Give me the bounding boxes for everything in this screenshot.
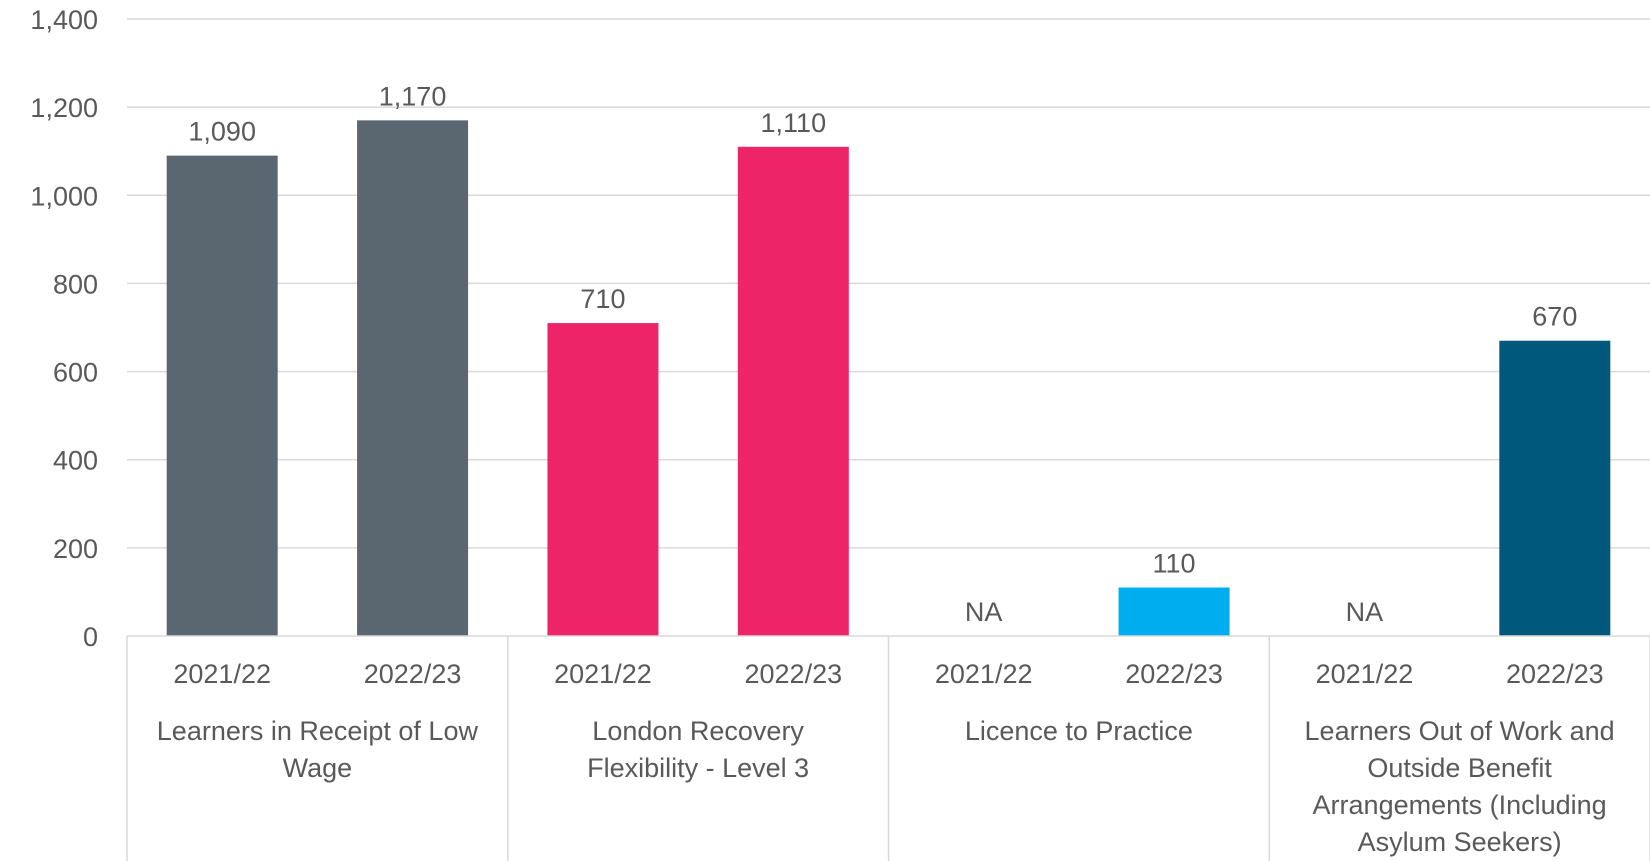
data-label: 110 xyxy=(1153,549,1196,579)
bar xyxy=(1118,587,1230,636)
x-tick-label: 2022/23 xyxy=(1506,659,1604,689)
data-label: 1,110 xyxy=(761,108,827,138)
x-tick-label: 2022/23 xyxy=(745,659,843,689)
bar xyxy=(737,146,849,637)
y-tick-label: 400 xyxy=(53,446,98,476)
x-tick-label: 2021/22 xyxy=(935,659,1033,689)
bar xyxy=(547,323,659,636)
x-tick-label: 2022/23 xyxy=(1125,659,1223,689)
y-tick-label: 1,000 xyxy=(30,181,98,211)
x-tick-label: 2021/22 xyxy=(1316,659,1414,689)
bar xyxy=(357,120,469,637)
y-tick-label: 0 xyxy=(83,622,98,652)
data-label: NA xyxy=(965,597,1003,627)
group-label: Learners in Receipt of Low xyxy=(157,716,479,746)
bars xyxy=(166,120,1611,637)
x-axis: 2021/22 2022/23 Learners in Receipt of Low… xyxy=(126,635,1650,861)
data-label: 1,170 xyxy=(379,81,447,111)
data-label: 670 xyxy=(1532,302,1577,332)
group-label: Learners Out of Work and xyxy=(1305,716,1615,746)
group-label: Outside Benefit xyxy=(1367,753,1552,783)
y-tick-label: 1,400 xyxy=(30,5,98,35)
group-label: Flexibility - Level 3 xyxy=(587,753,809,783)
data-label: 710 xyxy=(580,284,625,314)
y-tick-label: 600 xyxy=(53,358,98,388)
gridlines xyxy=(127,18,1650,549)
group-label: Asylum Seekers) xyxy=(1358,827,1562,857)
group-label: Licence to Practice xyxy=(965,716,1193,746)
x-tick-label: 2022/23 xyxy=(364,659,462,689)
group-label: Arrangements (Including xyxy=(1313,790,1607,820)
bar xyxy=(1499,340,1611,636)
y-tick-label: 1,200 xyxy=(30,93,98,123)
group-label: Wage xyxy=(283,753,353,783)
data-label: NA xyxy=(1346,597,1384,627)
bar xyxy=(166,155,278,636)
x-tick-label: 2021/22 xyxy=(173,659,271,689)
data-label: 1,090 xyxy=(188,117,256,147)
y-tick-label: 800 xyxy=(53,269,98,299)
data-labels: 1,090 1,170 710 1,110 NA 110 NA 670 xyxy=(188,81,1577,627)
y-tick-label: 200 xyxy=(53,534,98,564)
x-tick-label: 2021/22 xyxy=(554,659,652,689)
y-axis-tick-labels: 0 200 400 600 800 1,000 1,200 1,400 xyxy=(30,5,98,652)
group-label: London Recovery xyxy=(592,716,804,746)
